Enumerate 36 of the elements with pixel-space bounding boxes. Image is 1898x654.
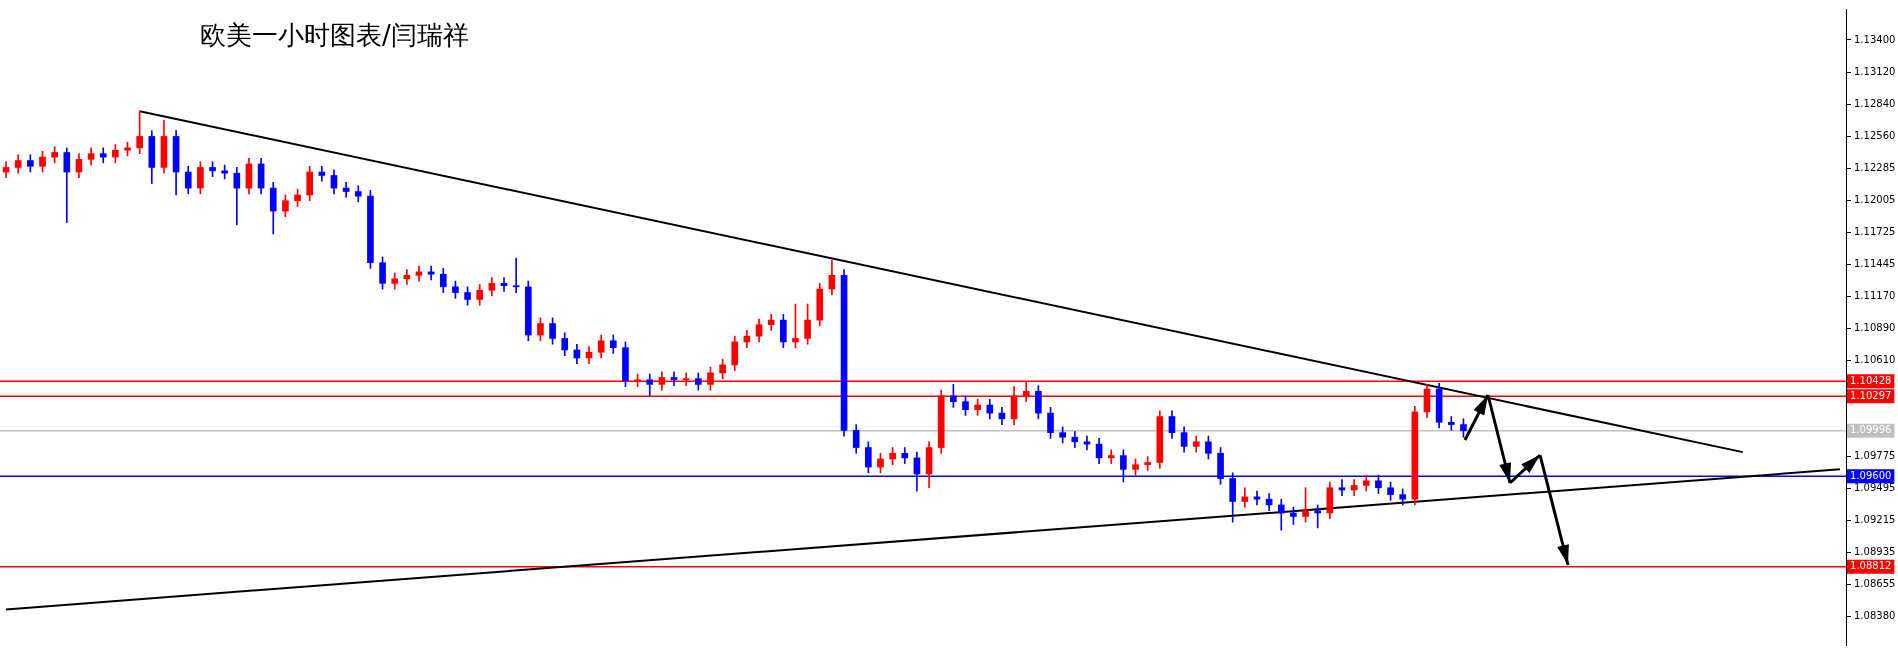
ref-line-label: 1.09600 (1850, 469, 1892, 481)
candlestick (1083, 435, 1091, 451)
y-tick-label: 1.09215 (1854, 514, 1896, 526)
y-tick-label: 1.11445 (1854, 258, 1896, 270)
candlestick (500, 277, 508, 292)
y-tick-label: 1.09495 (1854, 481, 1896, 493)
y-tick-label: 1.11170 (1854, 289, 1896, 301)
candlestick (1253, 490, 1261, 506)
chart-title: 欧美一小时图表/闫瑞祥 (200, 19, 469, 52)
candlestick (1447, 416, 1455, 431)
candlestick (1144, 456, 1152, 471)
y-tick-label: 1.09775 (1854, 449, 1896, 461)
candlestick (512, 257, 520, 293)
y-tick-label: 1.10890 (1854, 321, 1896, 333)
y-tick-label: 1.08380 (1854, 609, 1896, 621)
y-tick-label: 1.12560 (1854, 130, 1896, 142)
candlestick (1314, 504, 1322, 529)
candlestick (233, 167, 241, 226)
ref-line-label: 1.09996 (1850, 424, 1892, 436)
y-tick-label: 1.12005 (1854, 193, 1896, 205)
y-tick-label: 1.08655 (1854, 578, 1896, 590)
ref-line-label: 1.08812 (1850, 560, 1892, 572)
candlestick (1277, 498, 1285, 531)
y-tick-label: 1.12285 (1854, 161, 1896, 173)
y-tick-label: 1.08935 (1854, 546, 1896, 558)
candlestick (670, 371, 678, 386)
ref-line-label: 1.10428 (1850, 374, 1892, 386)
candlestick (1338, 479, 1346, 497)
candlestick (1107, 449, 1115, 464)
ref-line-label: 1.10297 (1850, 389, 1892, 401)
y-tick-label: 1.12840 (1854, 97, 1896, 109)
candlestick (427, 265, 435, 281)
y-tick-label: 1.10610 (1854, 353, 1896, 365)
y-tick-label: 1.11725 (1854, 225, 1896, 237)
y-tick-label: 1.13120 (1854, 65, 1896, 77)
y-tick-label: 1.13400 (1854, 33, 1896, 45)
